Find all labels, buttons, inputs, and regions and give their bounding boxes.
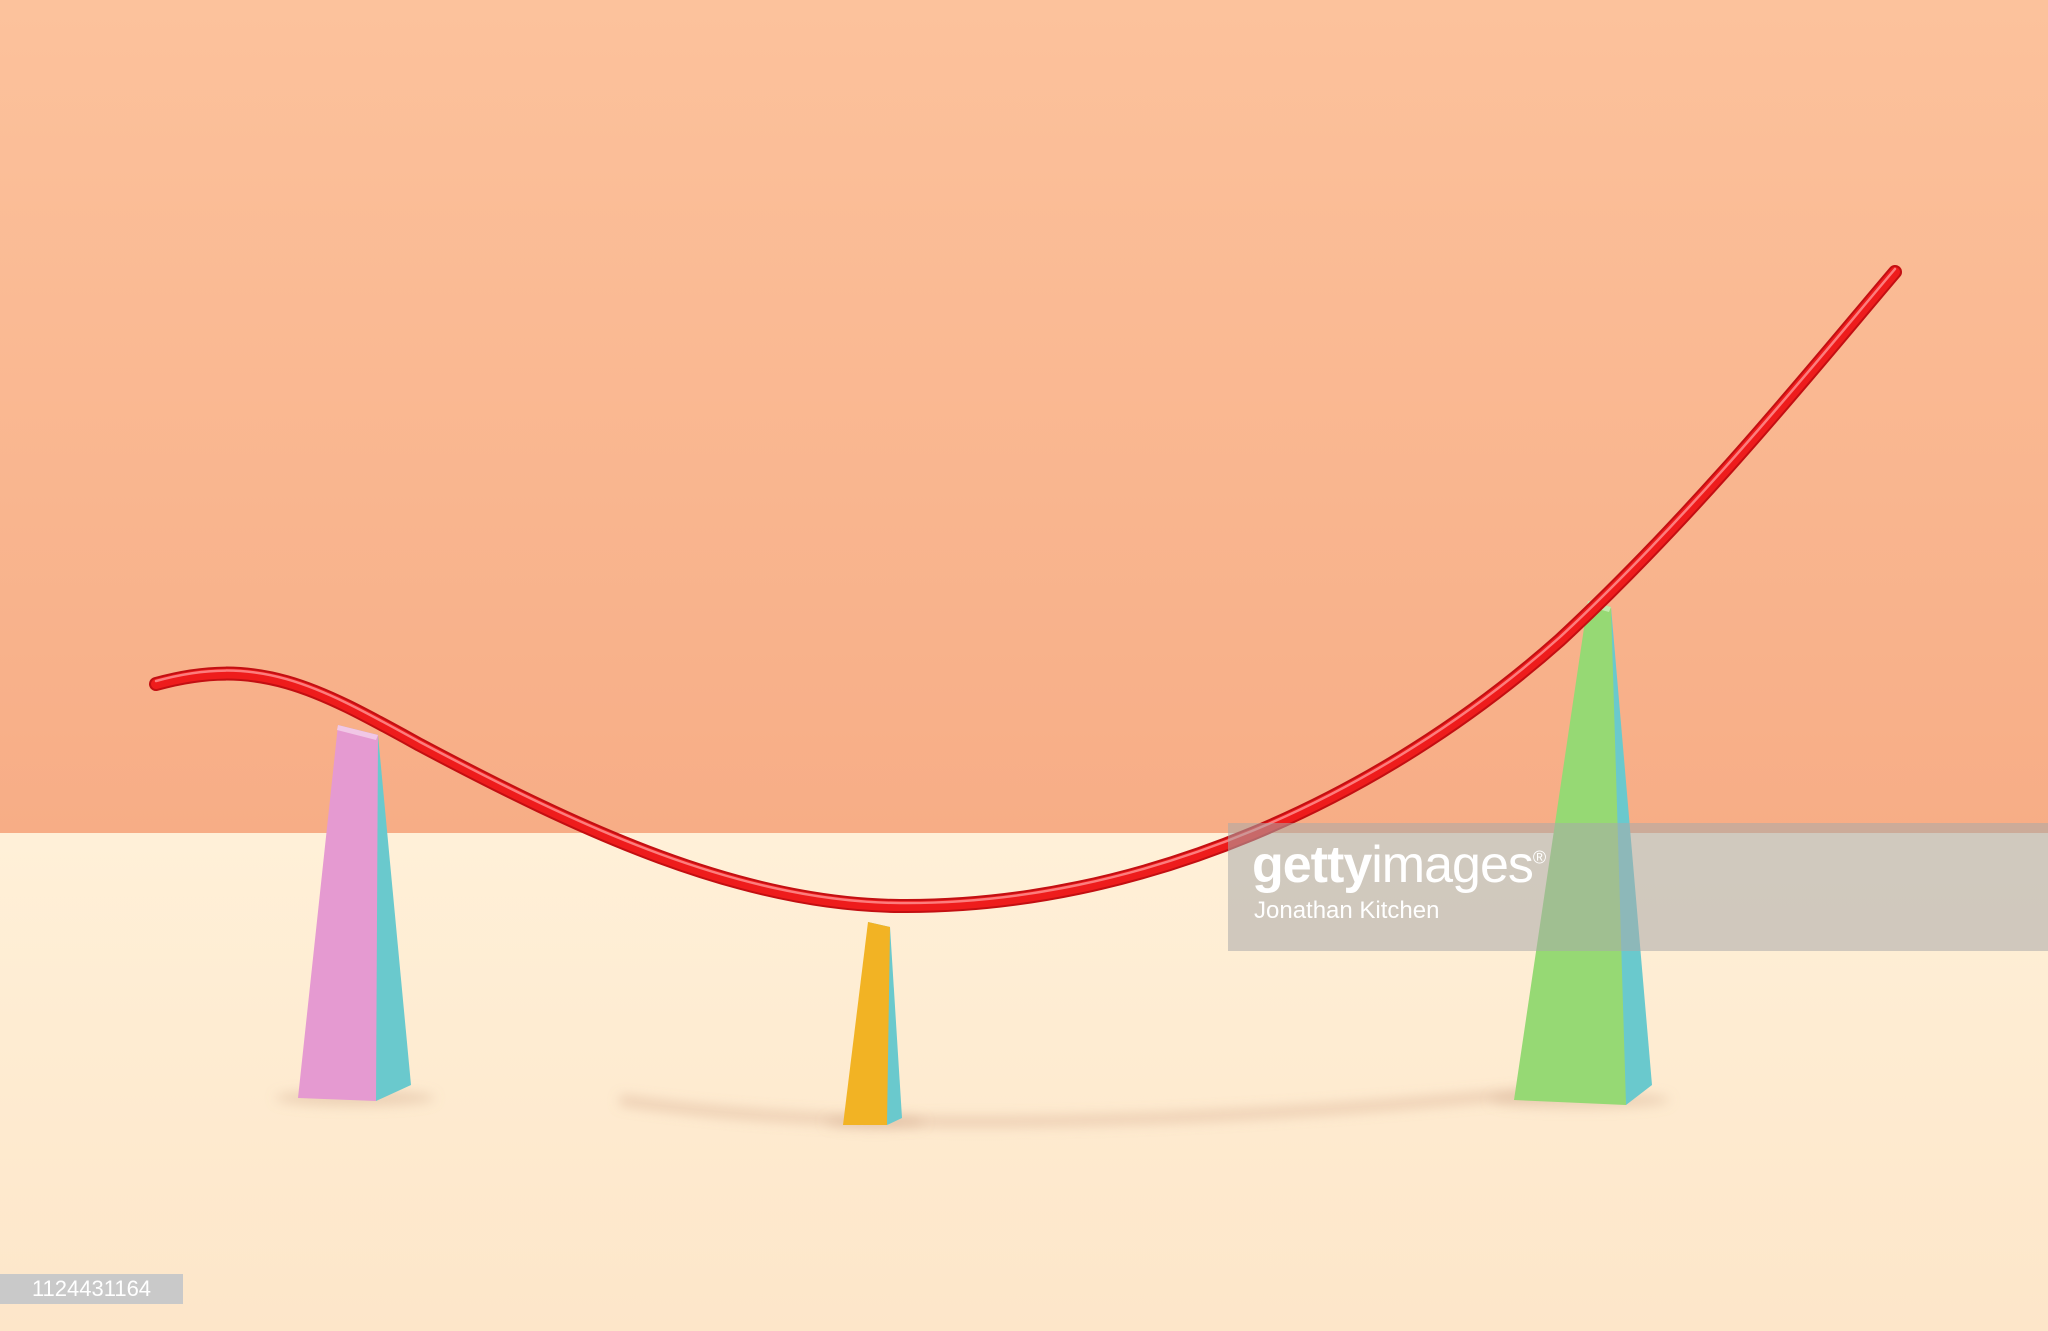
registered-mark: ® xyxy=(1532,847,1546,868)
image-id-label: 1124431164 xyxy=(0,1274,183,1304)
photographer-credit: Jonathan Kitchen xyxy=(1254,897,1440,924)
getty-watermark: gettyimages® Jonathan Kitchen xyxy=(1228,823,2048,951)
pillar-left xyxy=(298,725,411,1101)
back-wall xyxy=(0,0,2048,833)
logo-bold-text: getty xyxy=(1252,836,1372,894)
red-curve xyxy=(149,265,1902,914)
curve-shadow xyxy=(619,1085,1561,1127)
pillar-middle xyxy=(843,922,902,1125)
logo-regular-text: images xyxy=(1371,836,1534,894)
getty-logo: gettyimages® xyxy=(1252,836,1546,894)
